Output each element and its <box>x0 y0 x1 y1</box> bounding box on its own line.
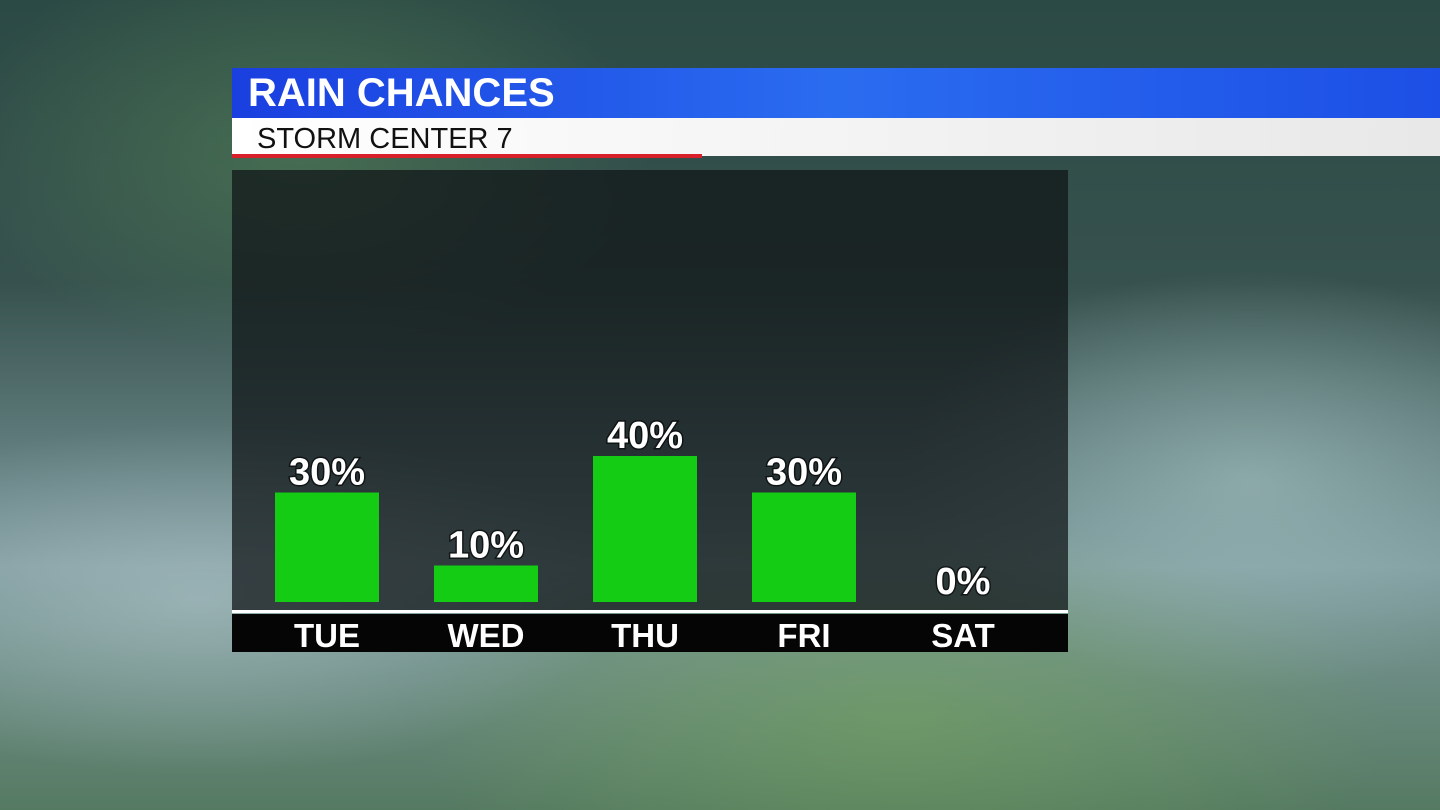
bar <box>275 492 379 602</box>
accent-line <box>232 154 702 158</box>
x-tick-label: SAT <box>931 617 995 654</box>
bar <box>434 565 538 602</box>
subtitle-bar <box>232 118 1440 156</box>
chart-subtitle: STORM CENTER 7 <box>257 123 513 155</box>
baseline <box>232 610 1068 613</box>
bar <box>593 456 697 602</box>
x-tick-label: WED <box>448 617 525 654</box>
value-label: 30% <box>289 452 365 494</box>
bar <box>752 492 856 602</box>
label-band <box>232 614 1068 652</box>
chart-title: RAIN CHANCES <box>248 71 555 115</box>
x-tick-label: TUE <box>294 617 360 654</box>
x-tick-label: THU <box>611 617 679 654</box>
value-label: 0% <box>936 561 991 603</box>
title-bar <box>232 68 1440 118</box>
value-label: 10% <box>448 525 524 567</box>
value-label: 40% <box>607 415 683 457</box>
x-tick-label: FRI <box>777 617 830 654</box>
value-label: 30% <box>766 452 842 494</box>
